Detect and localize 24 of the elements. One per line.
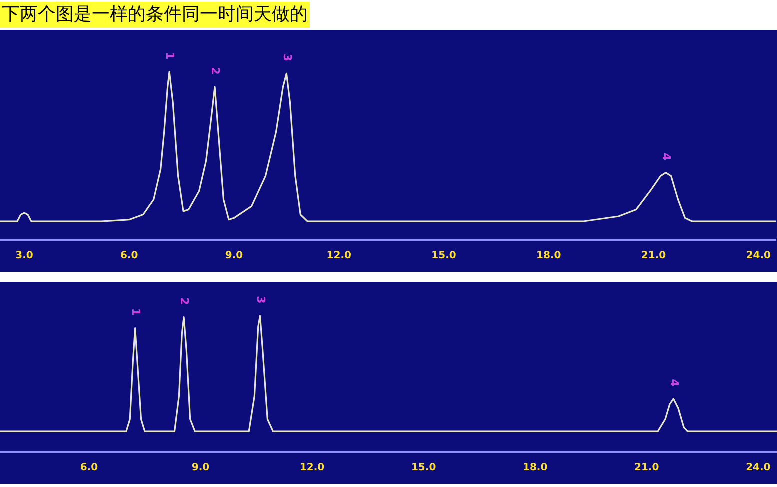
x-tick-label: 18.0 — [536, 250, 562, 262]
x-tick-label: 6.0 — [80, 462, 98, 474]
x-tick-label: 9.0 — [225, 250, 244, 262]
x-tick-label: 12.0 — [300, 462, 325, 474]
x-tick-label: 21.0 — [634, 462, 660, 474]
x-tick-label: 15.0 — [411, 462, 436, 474]
annotation: 2 — [178, 298, 192, 306]
annotation: 4 — [668, 379, 681, 388]
annotation: 2 — [209, 67, 222, 75]
x-tick-label: 24.0 — [746, 462, 771, 474]
annotation: 3 — [280, 54, 294, 62]
x-tick-label: 9.0 — [192, 462, 210, 474]
annotation: 3 — [254, 296, 268, 304]
chart-title: 下两个图是一样的条件同一时间天做的 — [0, 2, 310, 28]
x-tick-label: 6.0 — [120, 250, 138, 262]
annotation: 4 — [660, 152, 674, 161]
x-tick-label: 24.0 — [746, 250, 772, 262]
x-tick-label: 21.0 — [641, 250, 666, 262]
x-tick-label: 3.0 — [16, 250, 34, 262]
x-tick-label: 12.0 — [326, 250, 352, 262]
annotation: 1 — [164, 52, 177, 60]
x-tick-label: 18.0 — [523, 462, 548, 474]
x-tick-label: 15.0 — [432, 250, 456, 262]
annotation: 1 — [129, 308, 142, 316]
